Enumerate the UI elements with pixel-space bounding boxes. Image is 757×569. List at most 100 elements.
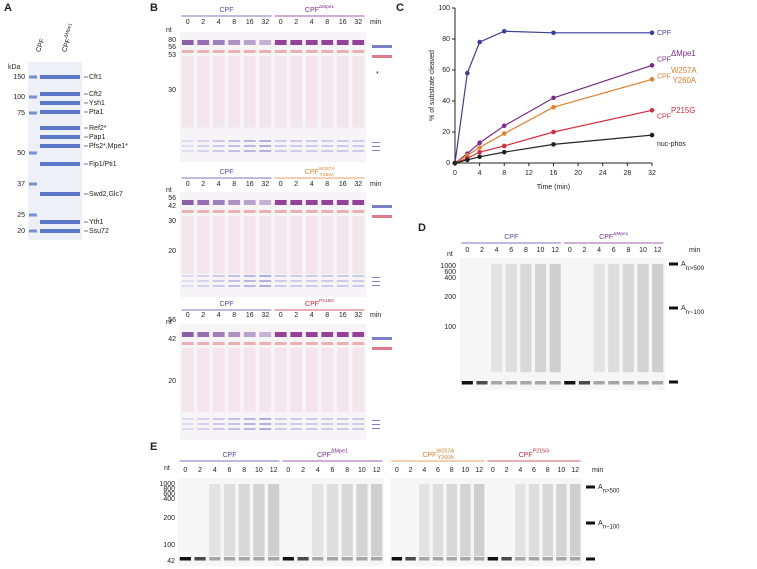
- band: [336, 423, 349, 425]
- band: [212, 200, 225, 205]
- band: [259, 50, 272, 53]
- band: [556, 557, 567, 561]
- band: [181, 428, 194, 430]
- band: [243, 275, 256, 277]
- band: [228, 145, 241, 147]
- smear: [259, 348, 272, 412]
- band: [181, 50, 194, 53]
- band: [321, 285, 334, 287]
- band: [321, 40, 334, 45]
- band: [321, 342, 334, 345]
- band: [371, 557, 383, 561]
- time-label: 12: [270, 467, 278, 474]
- size-mark: [372, 428, 380, 429]
- label-base: CPF: [305, 169, 319, 176]
- band: [352, 200, 365, 205]
- band: [197, 428, 210, 430]
- band: [259, 423, 272, 425]
- smear: [197, 216, 210, 274]
- marker-label: 30: [168, 218, 176, 225]
- smear: [312, 484, 324, 557]
- band: [290, 428, 303, 430]
- band: [181, 40, 194, 45]
- band: [228, 50, 241, 53]
- band: [209, 557, 221, 561]
- time-label: 16: [246, 312, 254, 319]
- size-mark: [372, 337, 392, 340]
- time-label: 2: [583, 247, 587, 254]
- time-label: 12: [373, 467, 381, 474]
- smear: [223, 484, 236, 557]
- band: [228, 423, 241, 425]
- data-point: [477, 154, 482, 160]
- time-label: 0: [465, 247, 469, 254]
- band: [336, 418, 349, 420]
- band: [274, 423, 287, 425]
- time-label: 2: [201, 312, 205, 319]
- band: [564, 381, 576, 385]
- band: [321, 200, 334, 205]
- time-label: 4: [597, 247, 601, 254]
- size-mark: [372, 281, 380, 282]
- time-label: 8: [325, 312, 329, 319]
- time-label: 2: [505, 467, 509, 474]
- band: [305, 428, 318, 430]
- panel-label: D: [418, 222, 426, 234]
- time-label: 16: [339, 19, 347, 26]
- marker-label: 56: [168, 195, 176, 202]
- band: [181, 285, 194, 287]
- band: [228, 275, 241, 277]
- time-label: 0: [186, 19, 190, 26]
- smear: [212, 216, 225, 274]
- marker-label: 600: [163, 491, 175, 498]
- band: [197, 423, 210, 425]
- band: [181, 418, 194, 420]
- band: [352, 150, 365, 152]
- smear: [520, 264, 532, 373]
- gel: [28, 62, 82, 240]
- protein-band: [40, 92, 80, 96]
- series-label: CPFP215G: [657, 106, 695, 120]
- band: [228, 210, 241, 213]
- band: [352, 40, 365, 45]
- time-label: 4: [213, 467, 217, 474]
- band: [305, 40, 318, 45]
- band: [505, 381, 517, 385]
- time-label: 12: [551, 247, 559, 254]
- smear: [515, 484, 526, 557]
- protein-label: Ysh1: [89, 100, 105, 107]
- marker-label: 53: [168, 52, 176, 59]
- band: [336, 50, 349, 53]
- label-sup: ΔMpe1: [319, 4, 335, 10]
- smear: [505, 264, 517, 373]
- label-sub: n>500: [686, 265, 705, 272]
- label-sup: ΔMpe1: [671, 49, 696, 58]
- band: [321, 210, 334, 213]
- time-label: 12: [654, 247, 662, 254]
- time-label: 6: [612, 247, 616, 254]
- band: [305, 200, 318, 205]
- band: [391, 557, 403, 561]
- marker-label: 800: [163, 486, 175, 493]
- smear: [321, 216, 334, 274]
- label-sup: ΔMpe1: [613, 231, 629, 237]
- band: [356, 557, 368, 561]
- band: [274, 50, 287, 53]
- protein-band: [40, 220, 80, 224]
- ladder-band: [29, 151, 37, 155]
- time-label: 2: [409, 467, 413, 474]
- size-label: An~100: [681, 305, 705, 316]
- time-label: 2: [301, 467, 305, 474]
- band: [243, 150, 256, 152]
- band: [549, 381, 561, 385]
- time-label: 4: [217, 181, 221, 188]
- band: [243, 418, 256, 420]
- label-base: CPF: [220, 301, 234, 308]
- time-label: 0: [568, 247, 572, 254]
- smear: [460, 484, 471, 557]
- protein-label: Ssu72: [89, 228, 109, 235]
- band: [321, 140, 334, 142]
- protein-label: Pta1: [89, 109, 104, 116]
- gel: [460, 258, 665, 390]
- series-label: CPFΔMpe1: [657, 49, 696, 63]
